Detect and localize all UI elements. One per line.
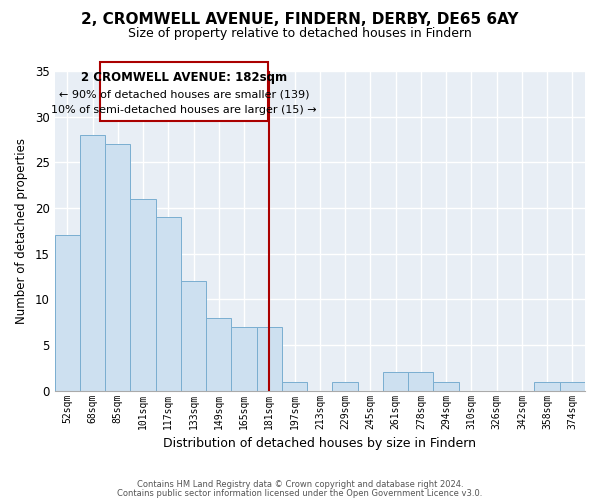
Bar — [55, 236, 80, 390]
Bar — [282, 382, 307, 390]
Bar — [130, 199, 155, 390]
Bar — [535, 382, 560, 390]
X-axis label: Distribution of detached houses by size in Findern: Distribution of detached houses by size … — [163, 437, 476, 450]
Text: Contains HM Land Registry data © Crown copyright and database right 2024.: Contains HM Land Registry data © Crown c… — [137, 480, 463, 489]
Text: Size of property relative to detached houses in Findern: Size of property relative to detached ho… — [128, 28, 472, 40]
Y-axis label: Number of detached properties: Number of detached properties — [15, 138, 28, 324]
Bar — [383, 372, 408, 390]
Bar — [181, 281, 206, 390]
Bar — [332, 382, 358, 390]
Bar — [560, 382, 585, 390]
Bar — [105, 144, 130, 390]
Bar — [257, 326, 282, 390]
Text: 2 CROMWELL AVENUE: 182sqm: 2 CROMWELL AVENUE: 182sqm — [81, 71, 287, 84]
Bar — [155, 217, 181, 390]
FancyBboxPatch shape — [100, 62, 268, 121]
Bar — [408, 372, 433, 390]
Bar — [206, 318, 232, 390]
Text: 2, CROMWELL AVENUE, FINDERN, DERBY, DE65 6AY: 2, CROMWELL AVENUE, FINDERN, DERBY, DE65… — [81, 12, 519, 28]
Bar — [80, 135, 105, 390]
Text: ← 90% of detached houses are smaller (139): ← 90% of detached houses are smaller (13… — [59, 90, 310, 100]
Bar — [433, 382, 459, 390]
Bar — [232, 326, 257, 390]
Text: 10% of semi-detached houses are larger (15) →: 10% of semi-detached houses are larger (… — [51, 105, 317, 115]
Text: Contains public sector information licensed under the Open Government Licence v3: Contains public sector information licen… — [118, 488, 482, 498]
